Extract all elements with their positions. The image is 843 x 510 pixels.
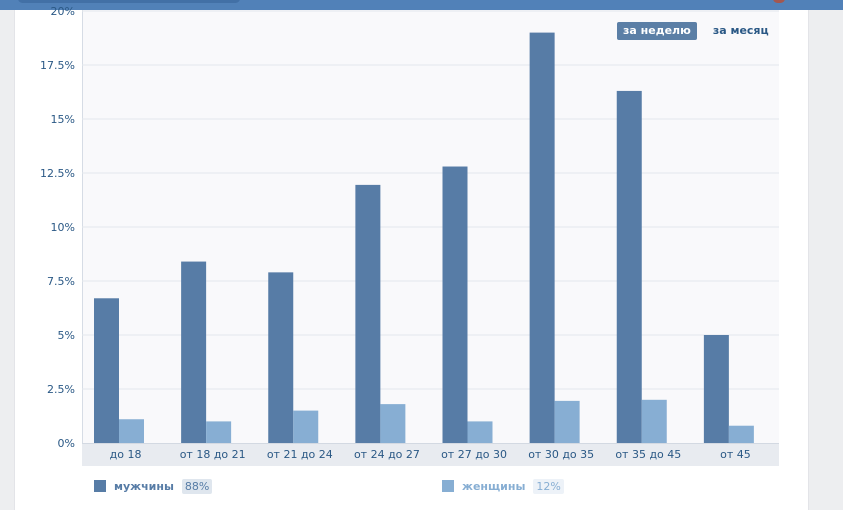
bar-men [616, 90, 642, 444]
bar-men [94, 298, 119, 443]
legend-men[interactable]: мужчины 88% [94, 477, 213, 495]
bar-men [703, 335, 729, 443]
bar-men [529, 32, 555, 443]
top-navigation-bar [0, 0, 843, 10]
x-category-label: от 35 до 45 [615, 448, 681, 461]
y-tick-label: 12.5% [40, 167, 75, 180]
men-legend-label: мужчины [114, 479, 174, 493]
x-category-label: от 30 до 35 [528, 448, 594, 461]
y-tick-label: 0% [58, 437, 75, 450]
women-swatch [442, 480, 454, 492]
y-tick-label: 10% [51, 221, 75, 234]
period-week-button[interactable]: за неделю [617, 22, 697, 40]
y-tick-label: 17.5% [40, 59, 75, 72]
y-tick-label: 2.5% [47, 383, 75, 396]
legend-women[interactable]: женщины 12% [442, 477, 564, 495]
search-bar-edge[interactable] [18, 0, 240, 3]
period-toggle: за неделю за месяц [617, 22, 775, 40]
bar-men [442, 166, 468, 443]
x-category-label: до 18 [110, 448, 142, 461]
bar-women [728, 425, 754, 443]
women-legend-label: женщины [462, 479, 526, 493]
y-tick-label: 7.5% [47, 275, 75, 288]
y-tick-label: 5% [58, 329, 75, 342]
bar-men [268, 272, 294, 443]
men-share-badge: 88% [181, 478, 213, 494]
x-category-label: от 24 до 27 [354, 448, 420, 461]
bar-women [380, 404, 406, 443]
bar-women [206, 421, 232, 443]
x-category-label: от 21 до 24 [267, 448, 333, 461]
bar-women [467, 421, 493, 443]
bar-men [355, 184, 381, 443]
bar-women [293, 410, 319, 443]
x-category-label: от 18 до 21 [180, 448, 246, 461]
x-category-label: от 45 [720, 448, 751, 461]
bar-men [181, 261, 207, 443]
bar-women [119, 419, 144, 443]
x-axis-band [82, 443, 779, 466]
bar-women [554, 400, 580, 443]
bar-women [641, 399, 667, 443]
y-tick-label: 20% [51, 5, 75, 18]
women-share-badge: 12% [533, 478, 564, 494]
x-category-label: от 27 до 30 [441, 448, 507, 461]
y-tick-label: 15% [51, 113, 75, 126]
men-swatch [94, 480, 106, 492]
avatar[interactable] [773, 0, 785, 3]
period-month-button[interactable]: за месяц [712, 24, 769, 37]
